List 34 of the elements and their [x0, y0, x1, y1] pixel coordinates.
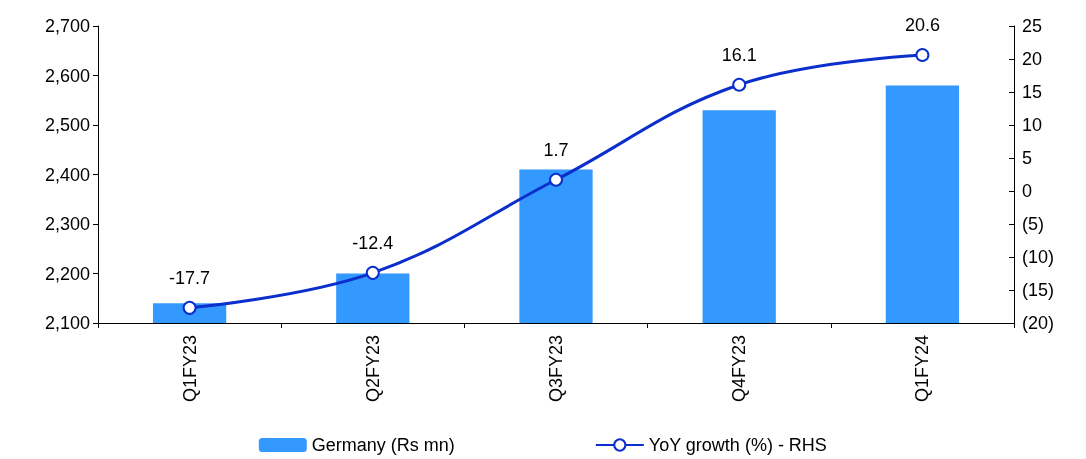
y2-tick-label: (10)	[1022, 247, 1055, 267]
point	[182, 300, 197, 315]
data-label: 1.7	[543, 139, 569, 160]
y-tick-label: 2,500	[44, 115, 90, 135]
legend-label: Germany (Rs mn)	[311, 435, 455, 455]
y-tick-label: 2,400	[44, 164, 90, 185]
y-tick-label: 2,700	[44, 16, 90, 36]
data-label: -17.7	[169, 267, 211, 288]
data-label: 20.6	[904, 15, 940, 36]
y2-tick-label: (15)	[1022, 280, 1055, 300]
point	[732, 77, 747, 92]
x-tick-label: Q1FY24	[912, 335, 933, 403]
legend-label: YoY growth (%) - RHS	[648, 435, 827, 455]
x-tick-label: Q4FY23	[729, 335, 750, 403]
point	[365, 265, 380, 280]
y-tick-label: 2,600	[44, 65, 90, 86]
y2-tick-label: (20)	[1022, 313, 1055, 333]
x-tick-label: Q1FY23	[179, 335, 200, 403]
y2-tick-label: 5	[1022, 148, 1033, 168]
y2-tick-label: 15	[1022, 82, 1043, 102]
y2-tick-label: 0	[1022, 181, 1033, 201]
data-label: 16.1	[721, 44, 757, 65]
y2-tick-label: 20	[1022, 49, 1043, 69]
data-label: -12.4	[352, 232, 394, 253]
x-tick-label: Q2FY23	[362, 335, 383, 403]
x-tick-label: Q3FY23	[546, 335, 566, 403]
y-tick-label: 2,300	[44, 214, 90, 234]
y2-tick-label: 10	[1022, 115, 1043, 135]
y2-tick-label: 25	[1022, 16, 1043, 36]
y-tick-label: 2,200	[44, 263, 90, 284]
point	[549, 172, 563, 187]
y2-tick-label: (5)	[1022, 214, 1044, 234]
point	[915, 48, 930, 63]
y-tick-label: 2,100	[44, 313, 90, 333]
